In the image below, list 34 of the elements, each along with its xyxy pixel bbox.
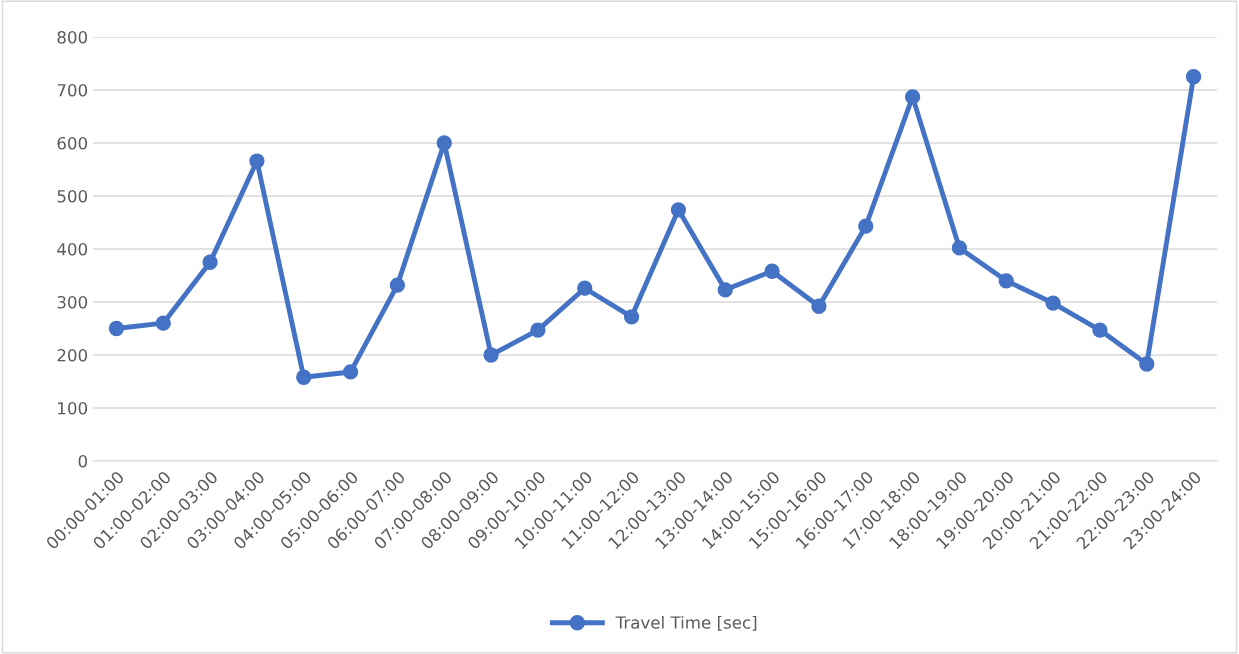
point — [904, 89, 921, 105]
y-tick-label: 600 — [57, 136, 88, 150]
y-tick-label: 500 — [57, 189, 88, 203]
point — [670, 202, 687, 218]
point — [998, 273, 1014, 289]
y-tick-label: 300 — [57, 295, 88, 309]
point — [436, 135, 452, 151]
y-tick-label: 800 — [57, 30, 88, 44]
point — [249, 153, 265, 169]
y-tick-label: 700 — [57, 83, 88, 97]
y-tick-label: 100 — [58, 401, 88, 415]
point — [530, 322, 546, 338]
point — [623, 309, 640, 325]
point — [951, 240, 968, 256]
legend-label: Travel Time [sec] — [615, 615, 757, 631]
y-tick-label: 0 — [78, 454, 88, 468]
point — [202, 254, 218, 270]
y-tick-label: 400 — [57, 242, 88, 256]
point — [1045, 295, 1061, 311]
point — [342, 364, 359, 380]
point — [717, 282, 733, 298]
point — [577, 280, 593, 296]
point — [1185, 69, 1202, 85]
point — [296, 369, 312, 385]
point — [1092, 322, 1108, 338]
point — [1139, 356, 1155, 372]
point — [155, 315, 171, 331]
point — [108, 320, 125, 337]
point — [811, 298, 827, 314]
y-tick-label: 200 — [57, 348, 88, 362]
point — [389, 277, 406, 293]
point — [483, 347, 499, 363]
point — [858, 218, 874, 234]
point — [764, 263, 780, 279]
